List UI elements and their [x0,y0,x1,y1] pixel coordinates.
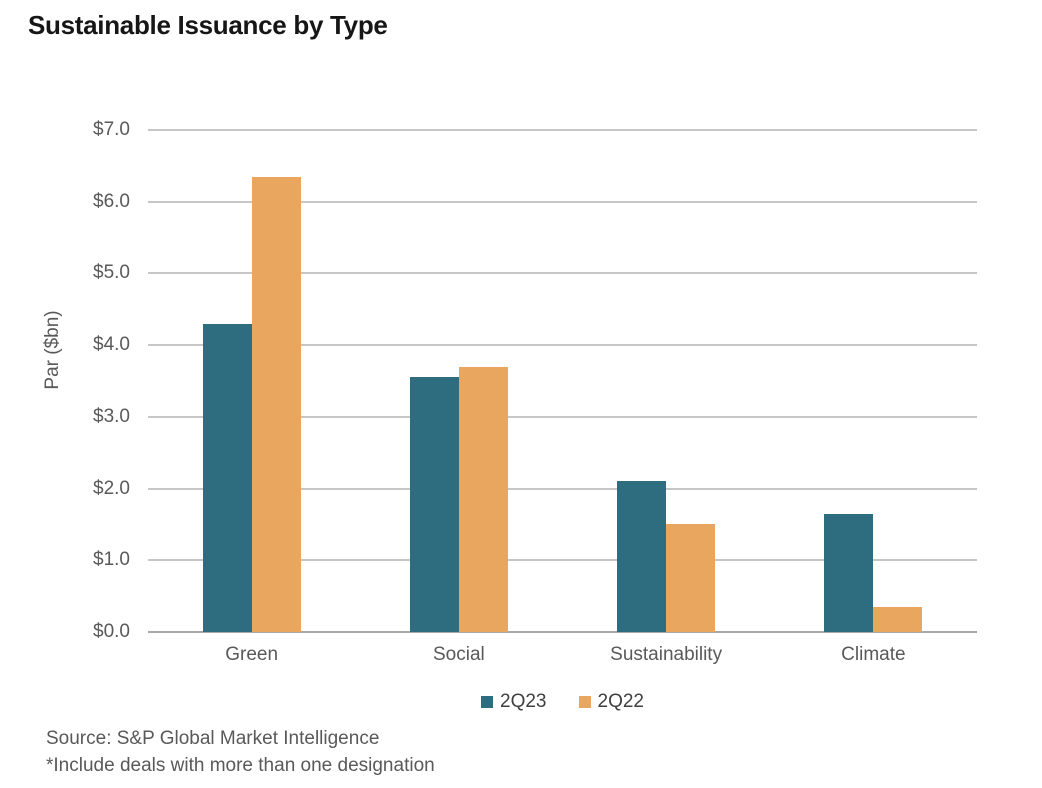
legend-swatch-icon [481,696,494,708]
y-tick-label: $2.0 [93,477,130,499]
x-axis-label-green: Green [225,644,279,665]
bar-green-2q23 [202,323,252,632]
legend-swatch-icon [578,696,591,708]
bar-social-2q23 [409,377,459,632]
y-tick-label: $7.0 [93,119,130,140]
chart-title: Sustainable Issuance by Type [28,10,388,40]
bar-social-2q22 [458,366,508,632]
gridline [148,344,977,347]
gridline [148,272,977,275]
bar-group-social [355,130,562,632]
gridlines [148,129,977,633]
legend-label: 2Q23 [500,691,547,712]
gridline [148,559,977,562]
y-tick-label: $1.0 [93,549,130,571]
x-axis-label-climate: Climate [841,644,906,665]
gridline [148,200,977,203]
x-axis-label-sustainability: Sustainability [610,644,723,665]
y-tick-label: $0.0 [93,621,130,642]
bar-group-sustainability [563,130,770,632]
bar-green-2q22 [251,176,301,632]
y-tick-label: $4.0 [93,334,130,356]
legend-item-2q23: 2Q23 [481,691,547,713]
legend-label: 2Q22 [597,691,644,712]
y-tick-label: $5.0 [93,262,130,284]
y-tick-label: $3.0 [93,405,130,427]
y-axis-ticks: $0.0 $1.0 $2.0 $3.0 $4.0 $5.0 $6.0 $7.0 [0,119,130,642]
legend: 2Q23 2Q22 [148,691,977,713]
bar-group-green [148,130,355,632]
gridline [148,487,977,490]
legend-item-2q22: 2Q22 [578,691,644,713]
bar-groups [148,130,977,632]
footer: Source: S&P Global Market Intelligence *… [46,725,435,779]
source-note: Source: S&P Global Market Intelligence [46,728,380,749]
bar-climate-2q22 [873,606,923,632]
y-tick-label: $6.0 [93,190,130,212]
bar-sustainability-2q22 [666,524,716,632]
gridline [148,631,977,633]
bar-sustainability-2q23 [617,481,667,632]
x-axis-labels: Green Social Sustainability Climate [148,644,977,666]
plot-area [148,129,977,633]
gridline [148,415,977,418]
bar-group-climate [770,130,977,632]
designation-note: *Include deals with more than one design… [46,755,435,776]
gridline [148,129,977,131]
x-axis-label-social: Social [433,644,485,665]
bar-climate-2q23 [824,513,874,632]
